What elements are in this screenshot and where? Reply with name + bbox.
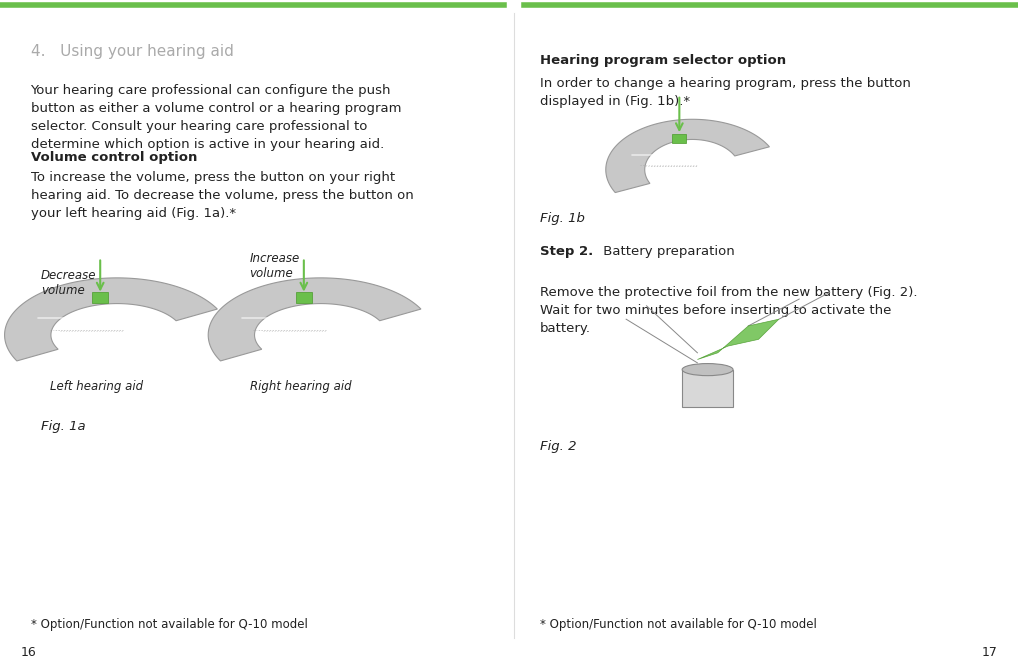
Polygon shape (4, 278, 217, 361)
Text: Volume control option: Volume control option (31, 151, 196, 164)
Ellipse shape (682, 364, 733, 376)
Polygon shape (698, 319, 779, 360)
Text: Fig. 1a: Fig. 1a (41, 420, 85, 433)
Text: Hearing program selector option: Hearing program selector option (539, 54, 786, 67)
Text: Fig. 1b: Fig. 1b (539, 212, 584, 224)
Bar (682, 370, 733, 407)
Text: Step 2.: Step 2. (539, 245, 593, 258)
Text: Decrease
volume: Decrease volume (41, 269, 96, 297)
Text: Right hearing aid: Right hearing aid (250, 380, 351, 392)
Bar (296, 292, 312, 303)
Text: Left hearing aid: Left hearing aid (50, 380, 143, 392)
Text: Remove the protective foil from the new battery (Fig. 2).
Wait for two minutes b: Remove the protective foil from the new … (539, 286, 917, 335)
Text: In order to change a hearing program, press the button
displayed in (Fig. 1b).*: In order to change a hearing program, pr… (539, 77, 910, 108)
Text: 16: 16 (20, 646, 36, 659)
Text: * Option/Function not available for Q-10 model: * Option/Function not available for Q-10… (31, 618, 308, 631)
Text: Increase
volume: Increase volume (250, 252, 300, 280)
Bar (92, 292, 108, 303)
Text: 17: 17 (982, 646, 997, 659)
Text: To increase the volume, press the button on your right
hearing aid. To decrease : To increase the volume, press the button… (31, 171, 413, 220)
Text: Your hearing care professional can configure the push
button as either a volume : Your hearing care professional can confi… (31, 84, 401, 151)
Polygon shape (606, 120, 769, 193)
Text: Fig. 2: Fig. 2 (539, 440, 576, 453)
Polygon shape (209, 278, 420, 361)
Text: * Option/Function not available for Q-10 model: * Option/Function not available for Q-10… (539, 618, 816, 631)
Bar (672, 134, 686, 143)
Text: Battery preparation: Battery preparation (598, 245, 735, 258)
Text: 4.   Using your hearing aid: 4. Using your hearing aid (31, 44, 233, 58)
